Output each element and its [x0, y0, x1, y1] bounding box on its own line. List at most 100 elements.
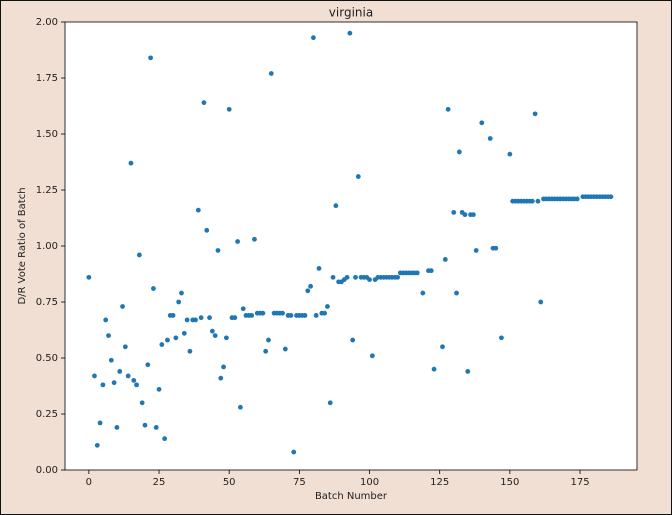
point: [193, 317, 198, 323]
point: [173, 335, 179, 341]
y-tick-label: 0.00: [36, 465, 58, 476]
point: [176, 299, 182, 305]
point: [187, 348, 193, 354]
point: [291, 449, 297, 455]
y-tick-label: 0.75: [36, 297, 58, 308]
point: [238, 404, 243, 410]
point: [235, 239, 241, 244]
x-tick-label: 0: [86, 477, 92, 488]
point: [92, 373, 97, 379]
point: [456, 149, 462, 155]
point: [122, 344, 128, 350]
point: [201, 100, 207, 106]
point: [353, 274, 358, 280]
point: [128, 160, 134, 166]
point: [100, 382, 106, 388]
point: [165, 337, 170, 343]
point: [462, 212, 468, 218]
point: [136, 252, 142, 258]
point: [355, 174, 361, 179]
point: [252, 236, 257, 242]
point: [204, 227, 210, 233]
point: [139, 400, 145, 406]
point: [184, 317, 190, 323]
point: [316, 266, 322, 271]
point: [142, 422, 148, 428]
point: [106, 333, 111, 338]
point: [473, 248, 479, 253]
point: [499, 335, 504, 341]
point: [507, 151, 513, 157]
x-axis-label: Batch Number: [315, 491, 388, 502]
point: [108, 357, 114, 363]
y-tick-label: 0.50: [36, 353, 58, 364]
point: [162, 436, 168, 442]
point: [86, 274, 92, 280]
point: [420, 290, 426, 296]
point: [94, 442, 100, 448]
point: [493, 245, 499, 251]
point: [347, 30, 353, 36]
point: [263, 348, 269, 354]
point: [134, 382, 139, 388]
point: [313, 313, 319, 318]
point: [428, 268, 434, 274]
point: [159, 342, 165, 347]
point: [226, 106, 232, 112]
y-tick-label: 2.00: [36, 17, 58, 28]
point: [288, 313, 294, 318]
chart-title: virginia: [329, 6, 373, 20]
point: [153, 425, 159, 430]
point: [322, 310, 328, 316]
point: [350, 337, 356, 343]
point: [156, 386, 162, 392]
point: [266, 337, 271, 343]
point: [249, 313, 255, 318]
point: [215, 248, 221, 253]
point: [440, 344, 445, 350]
point: [367, 277, 372, 282]
point: [221, 364, 226, 370]
x-tick-label: 150: [500, 477, 519, 488]
point: [344, 274, 350, 280]
x-tick-label: 125: [430, 477, 449, 488]
point: [209, 328, 215, 334]
point: [212, 333, 218, 338]
point: [280, 310, 285, 316]
point: [532, 111, 538, 117]
point: [330, 274, 336, 280]
point: [111, 380, 117, 386]
point: [414, 270, 420, 276]
point: [395, 274, 400, 280]
point: [97, 420, 103, 426]
point: [179, 290, 184, 296]
x-tick-label: 50: [223, 477, 236, 488]
point: [325, 304, 330, 309]
point: [181, 330, 187, 336]
x-tick-label: 100: [360, 477, 379, 488]
y-tick-label: 1.25: [36, 185, 58, 196]
point: [103, 317, 109, 323]
point: [131, 378, 137, 383]
point: [145, 362, 151, 368]
point: [282, 346, 288, 352]
point: [195, 207, 201, 213]
point: [198, 315, 204, 321]
y-tick-label: 1.50: [36, 129, 58, 140]
point: [327, 400, 333, 406]
point: [479, 120, 485, 126]
point: [445, 106, 451, 112]
point: [223, 335, 229, 341]
point: [454, 290, 459, 296]
point: [207, 315, 212, 321]
y-tick-label: 1.75: [36, 73, 58, 84]
point: [442, 257, 448, 262]
point: [148, 55, 154, 61]
point: [114, 425, 120, 430]
point: [308, 283, 313, 289]
y-tick-label: 0.25: [36, 409, 58, 420]
point: [574, 196, 580, 202]
point: [431, 366, 437, 372]
